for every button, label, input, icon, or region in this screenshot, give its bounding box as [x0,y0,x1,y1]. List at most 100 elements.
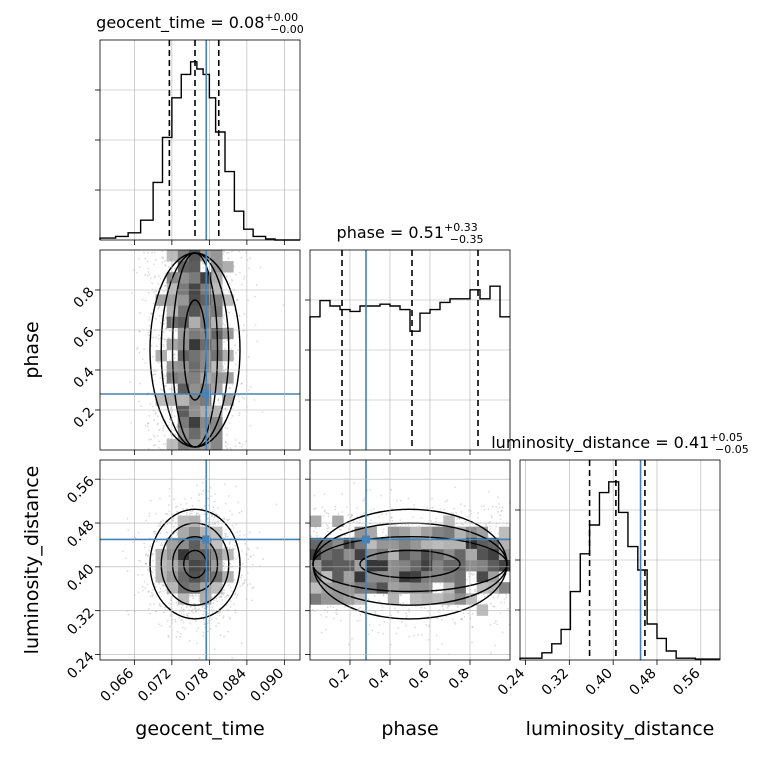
truth-marker [202,535,211,544]
density-cell [177,537,190,550]
density-cell [188,305,201,317]
scatter-point [248,531,251,534]
scatter-point [247,547,249,550]
scatter-point [180,611,183,614]
scatter-point [166,523,169,526]
scatter-point [382,593,385,596]
scatter-point [149,403,152,405]
scatter-point [207,517,210,520]
scatter-point [194,606,197,609]
scatter-point [446,604,449,607]
scatter-point [191,610,193,613]
scatter-point [427,638,430,641]
scatter-point [485,525,488,527]
scatter-point [397,626,400,629]
density-cell [211,272,223,284]
scatter-point [162,590,165,593]
scatter-point [124,557,127,560]
scatter-point [153,275,156,278]
scatter-point [222,593,225,596]
y-tick-label: 0.2 [71,404,98,431]
scatter-point [161,315,163,317]
scatter-point [238,581,240,584]
scatter-point [137,559,140,562]
scatter-point [252,554,255,557]
panel-geocent_time-vs-luminosity_distance [100,460,300,660]
density-cell [188,560,201,572]
scatter-point [195,512,198,515]
scatter-point [227,257,230,260]
scatter-point [172,518,174,521]
scatter-point [250,555,253,558]
scatter-point [126,517,129,520]
scatter-point [155,290,157,293]
scatter-point [228,518,231,521]
scatter-point [390,614,392,617]
scatter-point [147,554,150,556]
scatter-point [154,444,157,446]
scatter-point [224,440,227,443]
density-cell [222,261,234,273]
scatter-point [164,284,167,287]
scatter-point [188,639,191,642]
scatter-point [237,536,240,539]
scatter-point [150,312,153,315]
scatter-point [216,520,219,523]
scatter-point [198,513,201,516]
scatter-point [503,598,506,601]
scatter-point [420,633,423,636]
scatter-point [224,502,227,505]
scatter-point [160,520,162,523]
scatter-point [495,620,497,623]
scatter-point [223,536,226,539]
scatter-point [216,600,219,603]
density-cell [177,305,190,317]
scatter-point [228,291,231,294]
scatter-point [147,422,150,424]
scatter-point [151,553,154,556]
scatter-point [325,628,328,631]
scatter-point [470,572,473,575]
y-tick-label: 0.40 [64,561,97,594]
scatter-point [460,503,462,506]
scatter-point [174,618,176,621]
scatter-point [153,419,156,422]
scatter-point [175,434,177,437]
scatter-point [223,362,226,365]
scatter-point [152,593,155,596]
density-cell [222,571,234,583]
scatter-point [351,514,354,517]
scatter-point [242,582,244,585]
scatter-point [240,445,243,448]
scatter-point [141,358,144,360]
scatter-point [341,511,344,513]
scatter-point [226,447,229,450]
scatter-point [150,344,153,347]
scatter-point [471,573,474,576]
scatter-point [168,487,171,490]
scatter-point [196,484,198,487]
density-cell [188,338,201,351]
scatter-point [169,614,172,617]
hist-geocent_time-axes [133,40,285,245]
scatter-point [214,523,216,525]
scatter-point [225,445,227,448]
scatter-point [153,370,155,372]
hist-luminosity_distance-frame [519,459,721,661]
scatter-point [154,259,157,261]
density-cell [177,383,190,395]
scatter-point [497,595,500,598]
scatter-point [149,545,152,548]
scatter-point [182,610,185,613]
scatter-point [259,266,262,269]
scatter-point [226,252,228,254]
scatter-point [168,388,171,391]
scatter-point [169,359,171,362]
scatter-point [159,428,161,431]
scatter-point [242,324,245,327]
scatter-point [217,399,220,402]
scatter-point [249,257,252,260]
scatter-point [228,542,231,545]
scatter-point [218,596,221,599]
scatter-point [441,605,444,608]
